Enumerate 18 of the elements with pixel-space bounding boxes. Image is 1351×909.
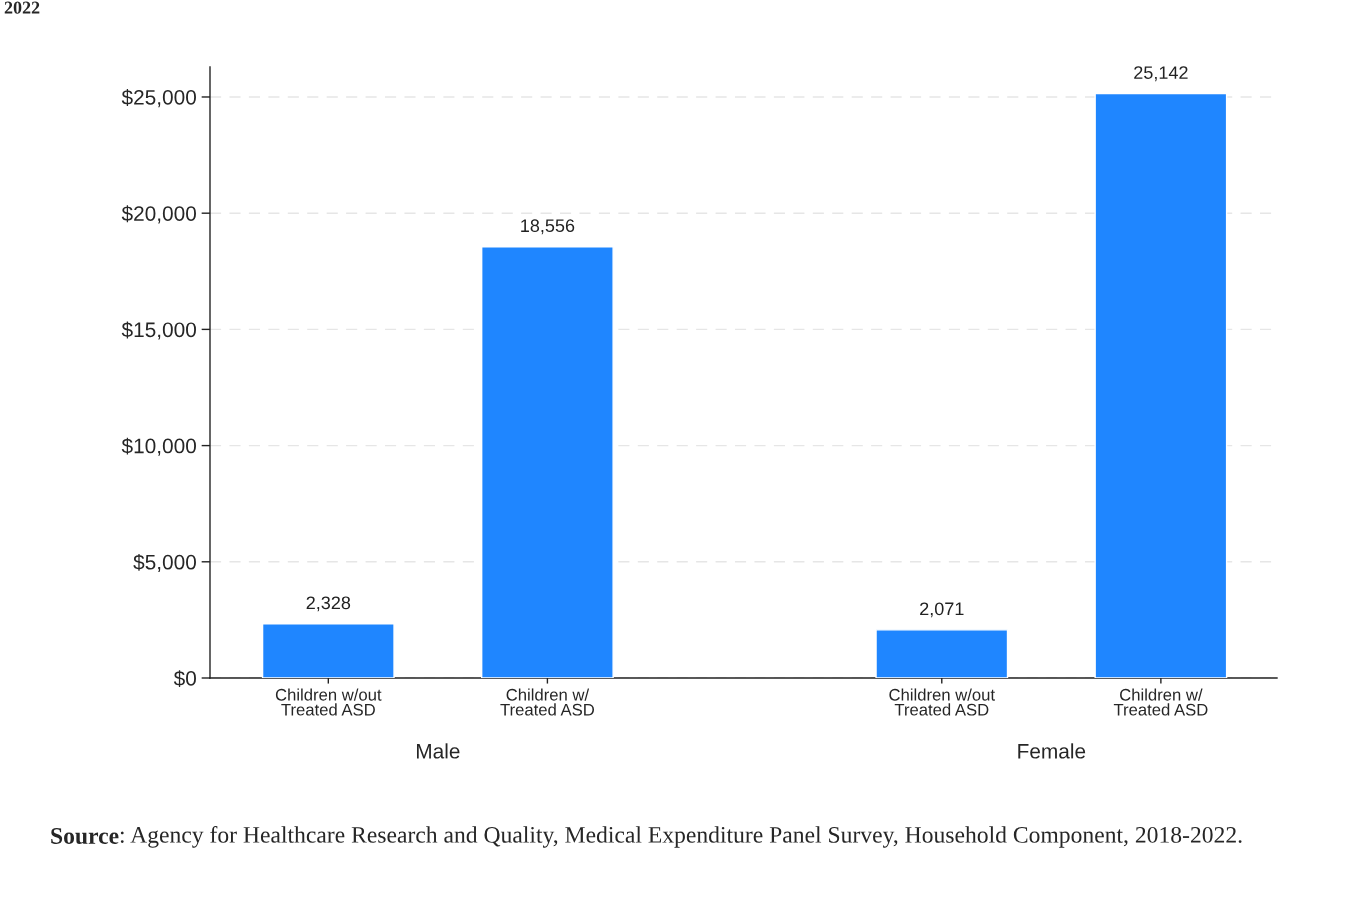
y-tick-label: $25,000 [121,89,196,108]
data-label: 25,142 [1134,66,1188,82]
x-tick-label: Children w/out Treated ASD [889,688,995,716]
y-tick-label: $0 [173,670,196,687]
text: Male [416,743,460,759]
y-tick-label: $20,000 [121,205,196,224]
y-tick-label: $10,000 [121,437,196,456]
text: 2022 [4,1,40,14]
source-note: Source: Agency for Healthcare Research and Quality, Medical Expenditure Panel Survey, Household Component, 2018-2022. [51,826,1242,848]
y-tick-label: $15,000 [121,321,196,340]
data-label: 2,328 [306,596,351,612]
x-tick-label: Children w/out Treated ASD [275,688,382,716]
data-label: 2,071 [920,602,964,618]
x-tick-label: Children w/ Treated ASD [1113,688,1208,716]
data-label: 18,556 [521,219,575,235]
x-tick-label: Children w/ Treated ASD [500,688,595,716]
text: Female [1018,743,1086,759]
y-tick-label: $5,000 [133,553,196,573]
